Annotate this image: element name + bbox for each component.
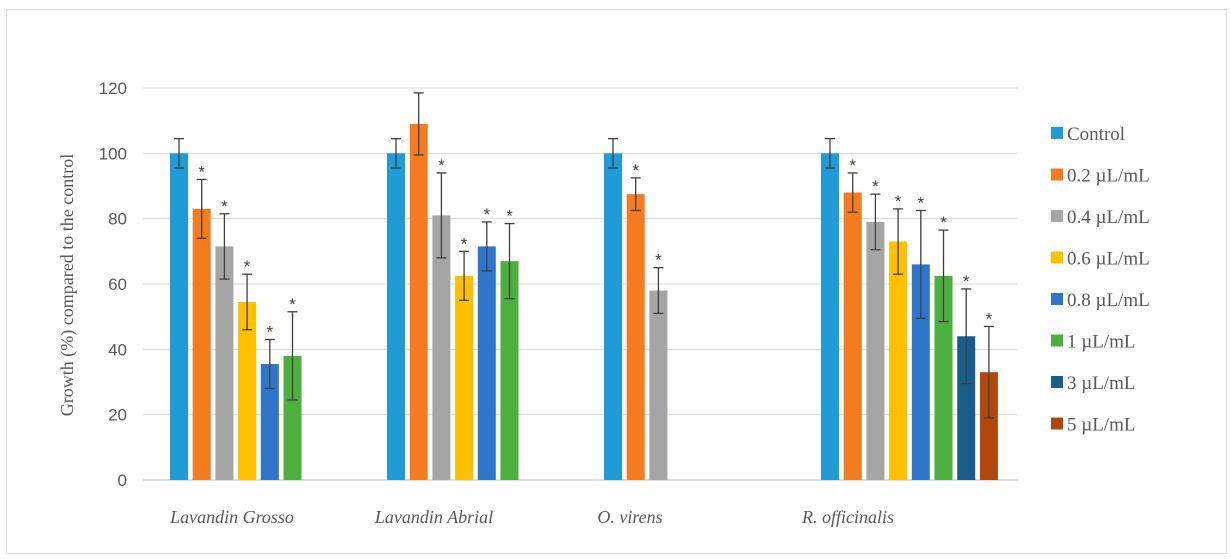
category-labels: Lavandin Grosso Lavandin Abrial O. virens R…: [169, 507, 894, 527]
category-label: Lavandin Grosso: [169, 507, 294, 527]
y-tick-label: 80: [108, 210, 127, 229]
error-bars: [174, 92, 994, 419]
significance-star: *: [266, 323, 273, 342]
y-tick-label: 100: [99, 144, 127, 163]
significance-star: *: [438, 156, 445, 175]
legend-label: 0.4 µL/mL: [1067, 207, 1150, 228]
significance-star: *: [895, 192, 902, 211]
significance-star: *: [506, 207, 513, 226]
significance-star: *: [940, 213, 947, 232]
y-tick-label: 0: [118, 471, 127, 490]
bar: [260, 364, 279, 480]
category-label: R. officinalis: [801, 507, 894, 527]
significance-star: *: [849, 156, 856, 175]
bar: [889, 241, 908, 480]
bar: [455, 275, 474, 480]
significance-star: *: [221, 197, 228, 216]
bar: [409, 123, 428, 480]
category-label: O. virens: [597, 507, 662, 527]
legend-swatch: [1051, 417, 1063, 430]
bar: [649, 290, 668, 480]
bar: [477, 246, 496, 480]
legend-swatch: [1051, 251, 1063, 264]
legend-label: 0.6 µL/mL: [1067, 249, 1150, 270]
bar: [866, 221, 885, 480]
legend-label: 0.2 µL/mL: [1067, 166, 1150, 187]
bar: [192, 208, 211, 480]
legend-label: 5 µL/mL: [1067, 415, 1135, 436]
y-axis-ticks: 0 20 40 60 80 100 120: [99, 79, 127, 490]
significance-star: *: [198, 162, 205, 181]
significance-star: *: [872, 177, 879, 196]
bar: [500, 261, 519, 480]
legend-label: 3 µL/mL: [1067, 373, 1135, 394]
significance-star: *: [483, 205, 490, 224]
significance-star: *: [461, 234, 468, 253]
bar: [215, 246, 234, 480]
bar: [957, 336, 976, 480]
legend-swatch: [1051, 168, 1063, 181]
legend: Control 0.2 µL/mL 0.4 µL/mL 0.6 µL/mL 0.8 µL…: [1051, 124, 1150, 436]
bar: [626, 194, 645, 480]
bars: [170, 123, 998, 481]
significance-star: *: [289, 295, 296, 314]
bar: [604, 153, 622, 481]
bar: [934, 275, 953, 480]
legend-label: 1 µL/mL: [1067, 332, 1135, 353]
significance-markers: * * * * * * * * * * * * * * * * * *: [198, 156, 992, 342]
y-tick-label: 20: [108, 406, 127, 425]
bar: [283, 355, 302, 480]
y-tick-label: 60: [108, 275, 127, 294]
significance-star: *: [986, 309, 993, 328]
significance-star: *: [655, 251, 662, 270]
bar: [238, 301, 257, 480]
bar: [170, 153, 188, 481]
bar: [843, 192, 862, 481]
legend-swatch: [1051, 334, 1063, 347]
legend-label: Control: [1067, 124, 1125, 145]
significance-star: *: [632, 161, 639, 180]
legend-swatch: [1051, 210, 1063, 222]
y-tick-label: 40: [108, 340, 127, 359]
legend-label: 0.8 µL/mL: [1067, 290, 1150, 311]
bar: [979, 372, 998, 480]
bar: [387, 153, 405, 481]
legend-swatch: [1051, 376, 1063, 388]
category-label: Lavandin Abrial: [374, 507, 493, 527]
legend-swatch: [1051, 127, 1063, 139]
bar: [821, 153, 839, 481]
y-axis-label: Growth (%) compared to the control: [57, 154, 78, 416]
bar: [432, 215, 451, 480]
significance-star: *: [244, 257, 251, 276]
legend-swatch: [1051, 293, 1063, 305]
y-tick-label: 120: [99, 79, 127, 98]
significance-star: *: [963, 272, 970, 291]
significance-star: *: [917, 194, 924, 213]
